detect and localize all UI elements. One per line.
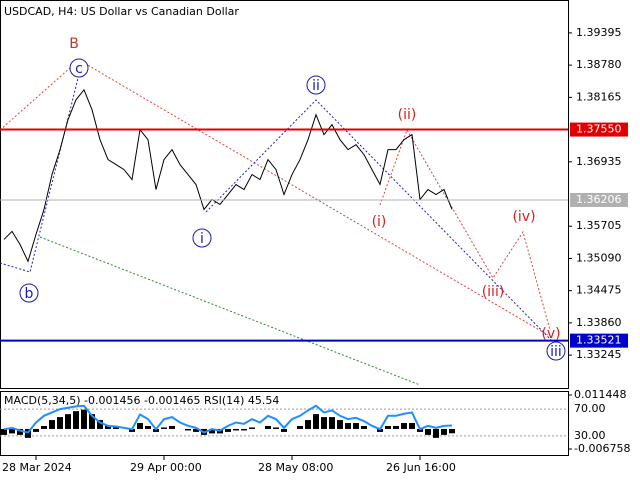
macd-bar <box>305 420 311 429</box>
macd-bar <box>1 428 7 435</box>
y-tick-label: 1.34475 <box>576 284 622 297</box>
macd-bar <box>225 428 231 432</box>
chart-title: USDCAD, H4: US Dollar vs Canadian Dollar <box>4 5 239 18</box>
macd-bar <box>353 423 359 429</box>
macd-bar <box>193 428 199 432</box>
wave-circle <box>69 58 89 78</box>
y-tick-label: 1.38165 <box>576 90 622 103</box>
x-tick-label: 28 Mar 2024 <box>2 461 72 474</box>
level-label-box <box>570 333 628 348</box>
macd-bar <box>169 425 175 429</box>
y-tick-label: 0.011448 <box>574 388 627 401</box>
y2-tick-label: 70.00 <box>574 402 606 415</box>
macd-bar <box>81 409 87 429</box>
macd-bar <box>9 428 15 434</box>
macd-bar <box>57 417 63 429</box>
macd-bar <box>65 414 71 429</box>
rsi-line <box>3 404 453 434</box>
macd-bar <box>417 428 423 432</box>
wave-label: B <box>69 36 79 52</box>
y-tick-label: 1.35090 <box>576 251 622 264</box>
macd-bar <box>345 423 351 429</box>
y-tick-label: 1.36935 <box>576 155 622 168</box>
wave-label: iii <box>550 344 562 360</box>
macd-bar <box>17 428 23 435</box>
macd-bar <box>377 428 383 432</box>
macd-bar <box>321 417 327 429</box>
macd-bar <box>241 428 247 431</box>
wave-circle <box>192 228 212 248</box>
wave-circle <box>306 75 326 95</box>
y-tick-label: 1.39395 <box>576 26 622 39</box>
macd-bar <box>449 428 455 434</box>
macd-bar <box>233 428 239 431</box>
macd-bar <box>441 428 447 435</box>
wave-label: c <box>75 61 83 77</box>
macd-bar <box>209 428 215 434</box>
wave-label: i <box>200 231 204 247</box>
indicator-frame <box>0 391 569 456</box>
level-label-box <box>570 122 628 137</box>
y-tick-label: 1.33245 <box>576 348 622 361</box>
macd-bar <box>145 425 151 429</box>
blue-wave-line <box>205 99 555 344</box>
macd-bar <box>425 428 431 435</box>
wave-label: (iii) <box>482 284 505 300</box>
macd-bar <box>185 428 191 431</box>
y2-tick-label: 30.00 <box>574 429 606 442</box>
wave-label: (iv) <box>512 209 535 225</box>
macd-bar <box>401 423 407 429</box>
macd-bar <box>33 428 39 432</box>
wave-circle <box>19 283 39 303</box>
macd-bar <box>313 414 319 429</box>
y-tick-label: 1.38780 <box>576 58 622 71</box>
macd-bar <box>385 425 391 429</box>
macd-bar <box>73 411 79 429</box>
macd-bar <box>361 425 367 429</box>
macd-bar <box>433 428 439 438</box>
macd-bar <box>49 420 55 429</box>
macd-bar <box>97 420 103 429</box>
y-tick-label: -0.006758 <box>574 442 630 455</box>
level-label: 1.36206 <box>576 193 622 206</box>
macd-bar <box>297 425 303 429</box>
macd-bar <box>129 428 135 432</box>
wave-label: b <box>25 286 34 302</box>
wave-label: ii <box>312 78 320 94</box>
x-tick-label: 26 Jun 16:00 <box>386 461 456 474</box>
level-label-box <box>570 192 628 207</box>
macd-bar <box>161 427 167 429</box>
macd-bar <box>337 420 343 429</box>
level-label: 1.33521 <box>576 334 622 347</box>
x-tick-label: 28 May 08:00 <box>258 461 333 474</box>
x-tick-label: 29 Apr 00:00 <box>130 461 202 474</box>
level-label: 1.37550 <box>576 123 622 136</box>
macd-bar <box>329 417 335 429</box>
macd-bar <box>105 425 111 429</box>
macd-bar <box>113 427 119 429</box>
wave-circle <box>546 341 566 361</box>
wave-label: (ii) <box>398 107 417 123</box>
price-line <box>3 88 453 263</box>
macd-bar <box>89 414 95 429</box>
macd-bar <box>273 427 279 429</box>
macd-bar <box>41 425 47 429</box>
wave-label: (i) <box>372 214 387 230</box>
macd-bar <box>249 427 255 429</box>
y-tick-label: 1.33860 <box>576 316 622 329</box>
macd-bar <box>137 423 143 429</box>
macd-bar <box>265 425 271 429</box>
indicator-title: MACD(5,34,5) -0.001456 -0.001465 RSI(14)… <box>4 394 279 407</box>
main-frame <box>0 0 569 389</box>
red-projection-line <box>379 128 551 331</box>
macd-bar <box>281 428 287 432</box>
wave-label: (v) <box>541 326 560 342</box>
y-tick-label: 1.35705 <box>576 219 622 232</box>
macd-bar <box>409 423 415 429</box>
macd-bar <box>393 425 399 429</box>
